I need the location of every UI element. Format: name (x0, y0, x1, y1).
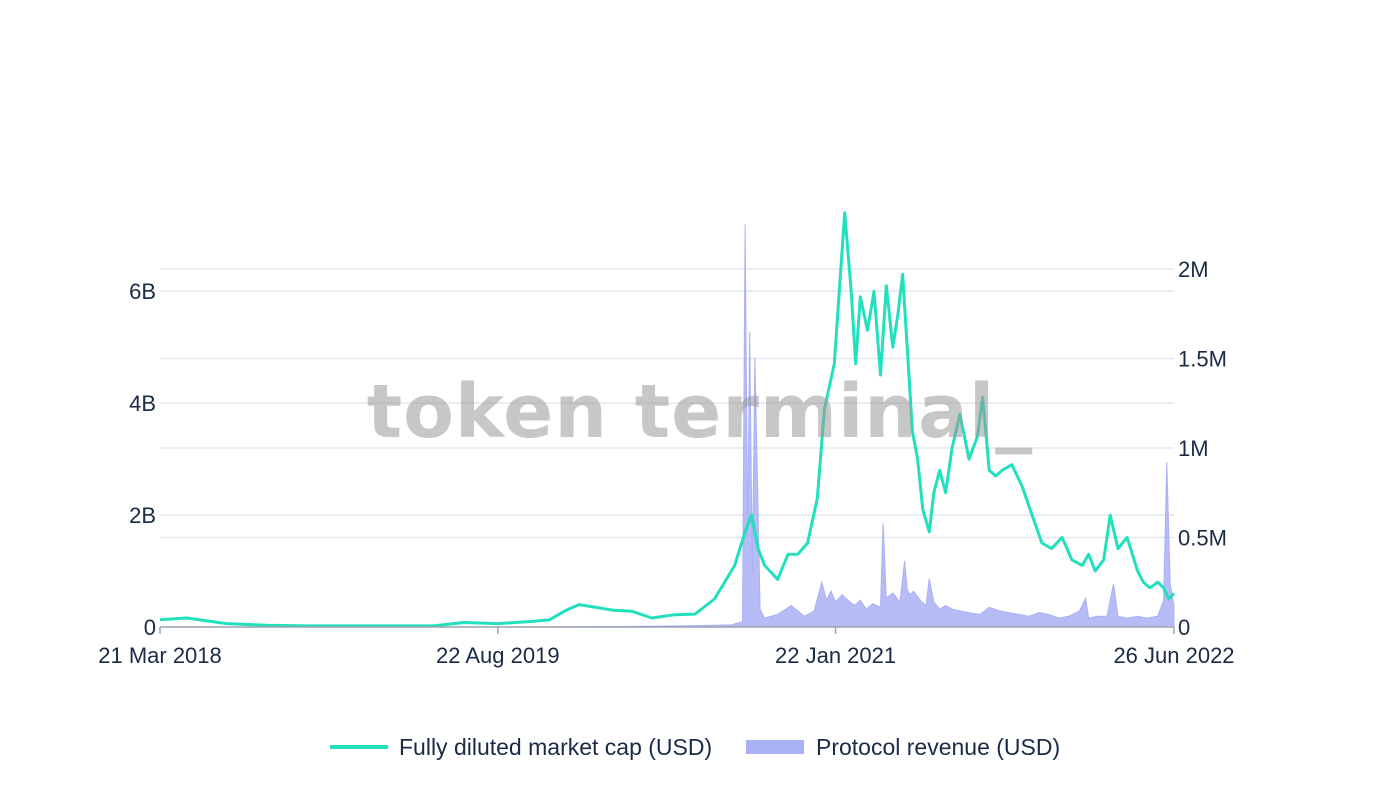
market-cap-line-layer (159, 211, 1176, 628)
watermark: token terminal_ (367, 369, 1034, 455)
legend-label-market-cap: Fully diluted market cap (USD) (399, 734, 712, 760)
axis-layer: 21 Mar 2018 22 Aug 2019 22 Jan 2021 26 Jun … (98, 257, 1234, 668)
y-right-tick-label: 1M (1178, 436, 1209, 461)
legend-label-revenue: Protocol revenue (USD) (816, 734, 1060, 760)
revenue-area-layer (160, 224, 1175, 628)
revenue-area (160, 224, 1175, 628)
market-cap-line (159, 211, 1176, 628)
legend-swatch-revenue (746, 740, 804, 754)
y-left-tick-label: 4B (129, 391, 156, 416)
y-left-tick-label: 6B (129, 279, 156, 304)
y-left-tick-label: 0 (144, 615, 156, 640)
y-right-tick-label: 2M (1178, 257, 1209, 282)
grid-layer (160, 268, 1174, 539)
y-right-tick-label: 0 (1178, 615, 1190, 640)
y-right-tick-label: 1.5M (1178, 347, 1227, 372)
x-tick-label: 22 Aug 2019 (436, 643, 560, 668)
x-tick-label: 26 Jun 2022 (1113, 643, 1234, 668)
y-left-tick-label: 2B (129, 503, 156, 528)
x-tick-label: 22 Jan 2021 (775, 643, 896, 668)
legend: Fully diluted market cap (USD) Protocol r… (330, 734, 1060, 760)
y-right-tick-label: 0.5M (1178, 526, 1227, 551)
x-tick-label: 21 Mar 2018 (98, 643, 222, 668)
